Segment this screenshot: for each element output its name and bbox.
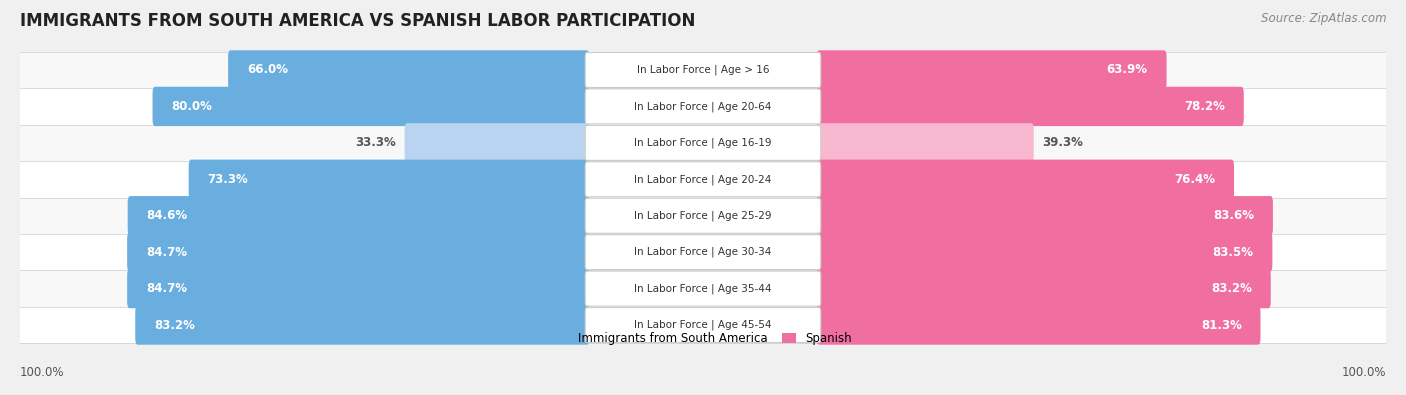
Text: In Labor Force | Age > 16: In Labor Force | Age > 16 (637, 65, 769, 75)
FancyBboxPatch shape (585, 53, 821, 87)
Text: 83.6%: 83.6% (1213, 209, 1254, 222)
Text: 100.0%: 100.0% (20, 366, 65, 379)
Text: In Labor Force | Age 35-44: In Labor Force | Age 35-44 (634, 283, 772, 294)
Text: 81.3%: 81.3% (1201, 318, 1241, 331)
Text: 63.9%: 63.9% (1107, 64, 1147, 77)
FancyBboxPatch shape (228, 50, 589, 90)
Text: In Labor Force | Age 20-64: In Labor Force | Age 20-64 (634, 101, 772, 112)
Text: 84.7%: 84.7% (146, 246, 187, 259)
FancyBboxPatch shape (127, 233, 589, 272)
Legend: Immigrants from South America, Spanish: Immigrants from South America, Spanish (554, 332, 852, 345)
FancyBboxPatch shape (817, 269, 1271, 308)
FancyBboxPatch shape (817, 87, 1244, 126)
FancyBboxPatch shape (585, 125, 821, 160)
Text: 84.6%: 84.6% (146, 209, 187, 222)
Text: 39.3%: 39.3% (1042, 136, 1083, 149)
FancyBboxPatch shape (817, 50, 1167, 90)
FancyBboxPatch shape (128, 196, 589, 235)
FancyBboxPatch shape (20, 125, 1386, 161)
Text: 33.3%: 33.3% (356, 136, 396, 149)
Text: 66.0%: 66.0% (247, 64, 288, 77)
Text: IMMIGRANTS FROM SOUTH AMERICA VS SPANISH LABOR PARTICIPATION: IMMIGRANTS FROM SOUTH AMERICA VS SPANISH… (20, 12, 695, 30)
FancyBboxPatch shape (585, 198, 821, 233)
Text: 83.2%: 83.2% (1211, 282, 1251, 295)
FancyBboxPatch shape (817, 123, 1033, 162)
Text: 84.7%: 84.7% (146, 282, 187, 295)
FancyBboxPatch shape (20, 88, 1386, 125)
FancyBboxPatch shape (585, 235, 821, 270)
FancyBboxPatch shape (405, 123, 589, 162)
FancyBboxPatch shape (20, 234, 1386, 270)
FancyBboxPatch shape (20, 161, 1386, 198)
FancyBboxPatch shape (20, 307, 1386, 343)
FancyBboxPatch shape (817, 196, 1272, 235)
FancyBboxPatch shape (817, 160, 1234, 199)
FancyBboxPatch shape (152, 87, 589, 126)
FancyBboxPatch shape (585, 271, 821, 306)
Text: In Labor Force | Age 30-34: In Labor Force | Age 30-34 (634, 247, 772, 258)
FancyBboxPatch shape (817, 305, 1261, 345)
Text: In Labor Force | Age 25-29: In Labor Force | Age 25-29 (634, 211, 772, 221)
FancyBboxPatch shape (817, 233, 1272, 272)
Text: In Labor Force | Age 45-54: In Labor Force | Age 45-54 (634, 320, 772, 330)
Text: 83.2%: 83.2% (155, 318, 195, 331)
FancyBboxPatch shape (127, 269, 589, 308)
Text: 78.2%: 78.2% (1184, 100, 1225, 113)
Text: 83.5%: 83.5% (1212, 246, 1254, 259)
FancyBboxPatch shape (585, 89, 821, 124)
Text: 73.3%: 73.3% (208, 173, 249, 186)
Text: Source: ZipAtlas.com: Source: ZipAtlas.com (1261, 12, 1386, 25)
FancyBboxPatch shape (585, 162, 821, 197)
FancyBboxPatch shape (20, 270, 1386, 307)
Text: 76.4%: 76.4% (1174, 173, 1215, 186)
FancyBboxPatch shape (188, 160, 589, 199)
FancyBboxPatch shape (20, 198, 1386, 234)
FancyBboxPatch shape (135, 305, 589, 345)
FancyBboxPatch shape (20, 52, 1386, 88)
Text: In Labor Force | Age 16-19: In Labor Force | Age 16-19 (634, 137, 772, 148)
FancyBboxPatch shape (585, 308, 821, 342)
Text: 100.0%: 100.0% (1341, 366, 1386, 379)
Text: In Labor Force | Age 20-24: In Labor Force | Age 20-24 (634, 174, 772, 184)
Text: 80.0%: 80.0% (172, 100, 212, 113)
